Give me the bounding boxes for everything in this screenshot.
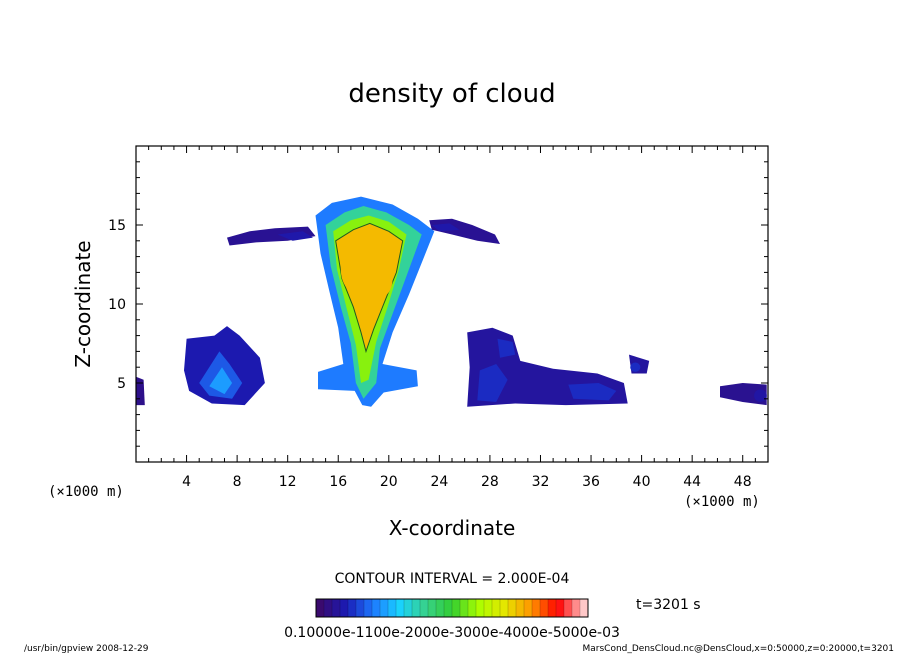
colorbar-swatch [468,599,477,617]
colorbar-swatch [580,599,589,617]
y-tick-label: 10 [108,297,126,313]
colorbar-swatch [404,599,413,617]
x-tick-label: 48 [734,474,752,490]
colorbar-swatch [436,599,445,617]
colorbar-swatch [388,599,397,617]
density-layer [497,338,516,358]
density-field [136,196,767,407]
x-unit-right: (×1000 m) [684,494,760,510]
colorbar-swatch [556,599,565,617]
footer-left: /usr/bin/gpview 2008-12-29 [24,644,149,654]
colorbar-swatch [324,599,333,617]
cloud-region [429,218,500,244]
colorbar-swatch [484,599,493,617]
x-tick-label: 8 [233,474,242,490]
colorbar-swatch [540,599,549,617]
x-unit-left: (×1000 m) [48,484,124,500]
colorbar-swatch [364,599,373,617]
footer-right: MarsCond_DensCloud.nc@DensCloud,x=0:5000… [583,644,895,654]
density-layer [209,367,233,395]
colorbar-swatch [372,599,381,617]
y-axis-label: Z-coordinate [71,240,95,367]
contour-interval: CONTOUR INTERVAL = 2.000E-04 [335,571,570,587]
density-layer [477,364,508,402]
colorbar-swatch [524,599,533,617]
x-tick-label: 40 [633,474,651,490]
x-axis-label: X-coordinate [389,516,516,540]
colorbar-swatch [356,599,365,617]
cloud-region [467,327,650,407]
density-layer [277,231,313,241]
colorbar-swatch [428,599,437,617]
colorbar-swatch [460,599,469,617]
colorbar-swatch [452,599,461,617]
colorbar-swatch [548,599,557,617]
y-tick-label: 5 [117,376,126,392]
cloud-region [720,383,767,406]
x-tick-label: 36 [582,474,600,490]
density-core [754,389,767,402]
density-layer [568,383,617,401]
colorbar-frame [315,598,589,618]
colorbar-swatch [348,599,357,617]
x-tick-label: 24 [430,474,448,490]
x-tick-label: 4 [182,474,191,490]
colorbar-swatch [396,599,405,617]
colorbar-swatch [516,599,525,617]
plot-frame [135,145,769,463]
cloud-region [184,326,265,406]
x-tick-label: 28 [481,474,499,490]
colorbar-swatch [412,599,421,617]
colorbar-swatch [492,599,501,617]
x-tick-label: 12 [279,474,297,490]
colorbar-swatch [476,599,485,617]
colorbar-swatch [316,599,325,617]
density-layer [429,218,500,244]
density-core [340,243,377,295]
colorbar-swatch [444,599,453,617]
colorbar-swatch [420,599,429,617]
density-core [367,259,393,298]
colorbar-labels: 0.10000e-1100e-2000e-3000e-4000e-5000e-0… [284,625,620,641]
density-layer [227,226,316,246]
colorbar-swatch [508,599,517,617]
cloud-region [315,196,435,407]
density-core [630,362,641,372]
density-layer [431,223,460,232]
density-layer [720,383,767,406]
time-label: t=3201 s [636,597,701,613]
colorbar-swatch [564,599,573,617]
cloud-region [227,226,316,246]
cloud-region-wrap [136,376,145,406]
colorbar-swatch [532,599,541,617]
colorbar-swatch [332,599,341,617]
colorbar [315,599,589,617]
x-tick-label: 44 [683,474,701,490]
colorbar-swatch [572,599,581,617]
chart-title: density of cloud [348,79,555,109]
x-tick-label: 20 [380,474,398,490]
colorbar-swatch [500,599,509,617]
density-layer [136,376,145,406]
colorbar-swatch [380,599,389,617]
x-tick-label: 16 [329,474,347,490]
colorbar-swatch [340,599,349,617]
y-tick-label: 15 [108,218,126,234]
x-tick-label: 32 [532,474,550,490]
